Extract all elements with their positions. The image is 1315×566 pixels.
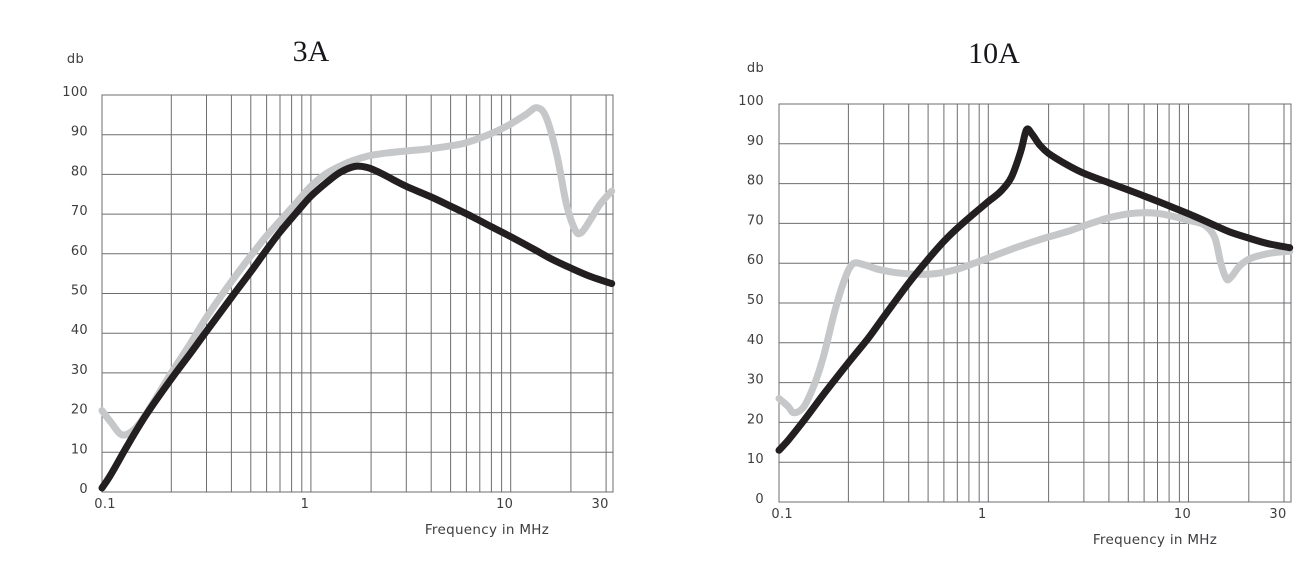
x-tick-label: 1: [978, 507, 987, 522]
x-tick-label: 1: [301, 497, 310, 512]
gray-curve: [775, 209, 1294, 417]
x-tick-label: 0.1: [771, 507, 793, 522]
y-tick-label: 30: [71, 363, 88, 378]
y-tick-label: 90: [71, 125, 88, 140]
y-tick-label: 60: [71, 244, 88, 259]
y-tick-label: 70: [747, 213, 764, 228]
y-tick-label: 20: [71, 403, 88, 418]
chart-10a-title: 10A: [968, 37, 1020, 70]
y-tick-label: 70: [71, 204, 88, 219]
chart-10a-x-axis-label: Frequency in MHz: [1092, 532, 1218, 548]
chart-3a-plot: 0 10 20 30 40 50 60 70 80 90 100 0.1 1 10 30: [62, 85, 616, 512]
plot-border: [778, 103, 1292, 503]
black-curve: [775, 125, 1294, 454]
chart-3a-x-axis-label: Frequency in MHz: [424, 522, 550, 538]
y-tick-label: 60: [747, 253, 764, 268]
x-tick-label: 30: [592, 497, 609, 512]
y-tick-label: 90: [747, 134, 764, 149]
y-tick-label: 10: [747, 452, 764, 467]
chart-10a-plot: 0 10 20 30 40 50 60 70 80 90 100 0.1 1 10 30: [738, 94, 1294, 522]
y-tick-label: 50: [747, 293, 764, 308]
chart-3a-title: 3A: [292, 35, 330, 68]
y-tick-label: 100: [62, 85, 88, 100]
y-axis-tick-labels: 0 10 20 30 40 50 60 70 80 90 100: [62, 85, 88, 497]
grid: [101, 94, 614, 493]
y-axis-tick-labels: 0 10 20 30 40 50 60 70 80 90 100: [738, 94, 764, 507]
gray-curve: [98, 104, 616, 439]
x-axis-tick-labels: 0.1 1 10 30: [771, 507, 1286, 522]
plot-border: [101, 94, 614, 493]
y-tick-label: 0: [755, 492, 764, 507]
x-tick-label: 0.1: [94, 497, 116, 512]
y-tick-label: 50: [71, 284, 88, 299]
x-axis-tick-labels: 0.1 1 10 30: [94, 497, 608, 512]
y-tick-label: 30: [747, 373, 764, 388]
y-tick-label: 80: [71, 164, 88, 179]
y-tick-label: 20: [747, 412, 764, 427]
grid: [778, 103, 1292, 503]
chart-3a-y-axis-unit: db: [66, 52, 84, 67]
y-tick-label: 0: [79, 482, 88, 497]
y-tick-label: 80: [747, 174, 764, 189]
y-tick-label: 40: [71, 323, 88, 338]
y-tick-label: 40: [747, 333, 764, 348]
black-curve: [98, 162, 616, 492]
chart-10a-y-axis-unit: db: [746, 61, 764, 76]
x-tick-label: 10: [1174, 507, 1191, 522]
x-tick-label: 30: [1269, 507, 1286, 522]
y-tick-label: 100: [738, 94, 764, 109]
y-tick-label: 10: [71, 442, 88, 457]
x-tick-label: 10: [496, 497, 513, 512]
